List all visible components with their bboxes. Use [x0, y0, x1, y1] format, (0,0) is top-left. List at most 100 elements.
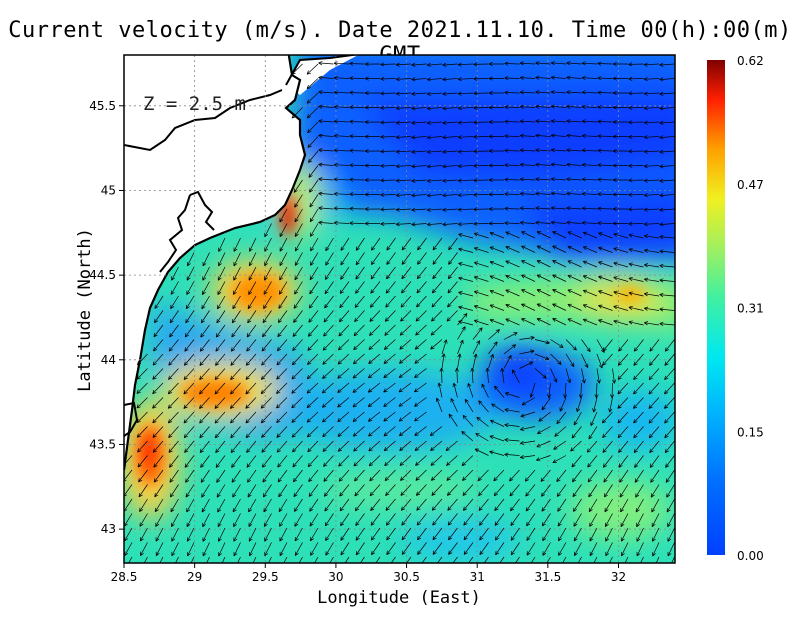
current-arrow	[395, 178, 412, 183]
current-arrow	[153, 324, 164, 338]
current-arrow	[504, 423, 520, 428]
current-arrow	[447, 295, 458, 308]
current-arrow	[349, 90, 365, 95]
current-arrow	[504, 61, 520, 66]
current-arrow	[371, 237, 381, 251]
current-arrow	[154, 310, 164, 324]
current-arrow	[260, 411, 272, 424]
y-axis-ticks: 43 43.5 44 44.5 45 45.5	[89, 99, 124, 536]
current-arrow	[650, 484, 660, 498]
current-arrow	[644, 234, 660, 239]
current-arrow	[633, 411, 644, 424]
current-arrow	[199, 353, 210, 366]
current-arrow	[530, 556, 536, 563]
current-arrow	[307, 440, 319, 453]
current-arrow	[230, 440, 241, 454]
current-arrow	[612, 206, 628, 212]
current-arrow	[214, 368, 226, 381]
current-arrow	[442, 62, 458, 67]
current-arrow	[310, 542, 319, 556]
current-arrow	[137, 440, 148, 453]
current-arrow	[215, 353, 226, 366]
current-arrow	[318, 220, 334, 225]
current-arrow	[566, 162, 582, 167]
current-arrow	[581, 368, 586, 384]
current-arrow	[457, 313, 468, 326]
current-arrow	[526, 513, 536, 527]
current-arrow	[437, 556, 443, 563]
current-arrow	[652, 542, 660, 557]
current-arrow	[414, 339, 427, 350]
current-arrow	[283, 556, 288, 563]
current-arrow	[519, 61, 536, 66]
current-arrow	[633, 353, 644, 366]
current-arrow	[355, 527, 365, 541]
current-arrow	[383, 426, 396, 437]
current-arrow	[505, 246, 520, 253]
current-arrow	[260, 368, 272, 380]
current-arrow	[535, 61, 551, 66]
current-arrow	[473, 261, 489, 268]
current-arrow	[136, 426, 148, 438]
current-arrow	[414, 440, 427, 451]
current-arrow	[344, 556, 350, 563]
current-arrow	[473, 105, 489, 110]
current-arrow	[621, 542, 629, 557]
current-arrow	[246, 440, 257, 453]
current-arrow	[473, 163, 489, 168]
current-arrow	[488, 105, 504, 110]
current-arrow	[221, 556, 226, 563]
current-arrow	[458, 291, 474, 297]
current-arrow	[264, 223, 272, 238]
current-arrow	[565, 339, 577, 351]
current-arrow	[291, 397, 303, 409]
current-arrow	[598, 319, 613, 326]
current-arrow	[261, 455, 272, 468]
current-arrow	[457, 149, 474, 154]
current-arrow	[380, 134, 396, 139]
current-arrow	[291, 382, 303, 394]
current-arrow	[171, 542, 179, 557]
current-arrow	[279, 513, 288, 527]
current-arrow	[370, 498, 381, 512]
current-arrow	[651, 513, 660, 528]
current-arrow	[552, 455, 567, 464]
colorbar-tick-label: 0.15	[737, 425, 764, 439]
current-arrow	[473, 91, 489, 96]
current-arrow	[581, 206, 598, 211]
current-arrow	[509, 469, 520, 482]
current-arrow	[659, 91, 675, 96]
current-arrow	[218, 527, 226, 542]
current-arrow	[442, 222, 458, 227]
current-arrow	[457, 91, 474, 96]
current-arrow	[353, 440, 365, 452]
current-arrow	[322, 339, 334, 351]
current-arrow	[536, 231, 551, 239]
current-arrow	[491, 403, 505, 413]
current-arrow	[613, 247, 629, 253]
current-arrow	[306, 63, 319, 75]
current-arrow	[633, 339, 644, 352]
current-arrow	[442, 106, 458, 111]
current-arrow	[617, 353, 629, 366]
current-arrow	[261, 339, 272, 352]
current-arrow	[414, 411, 427, 422]
current-arrow	[249, 542, 257, 557]
current-arrow	[277, 455, 288, 468]
current-arrow	[248, 498, 257, 513]
current-arrow	[664, 440, 675, 454]
current-arrow	[619, 469, 629, 483]
current-arrow	[534, 339, 550, 345]
current-arrow	[612, 163, 628, 168]
current-arrow	[578, 382, 583, 399]
current-arrow	[395, 120, 412, 125]
current-arrow	[567, 289, 582, 297]
current-arrow	[458, 276, 474, 282]
current-arrow	[386, 527, 396, 541]
current-arrow	[199, 397, 210, 409]
current-arrow	[201, 498, 210, 513]
current-arrow	[168, 440, 179, 453]
current-arrow	[318, 133, 334, 138]
current-arrow	[168, 368, 179, 380]
current-arrow	[169, 455, 179, 468]
